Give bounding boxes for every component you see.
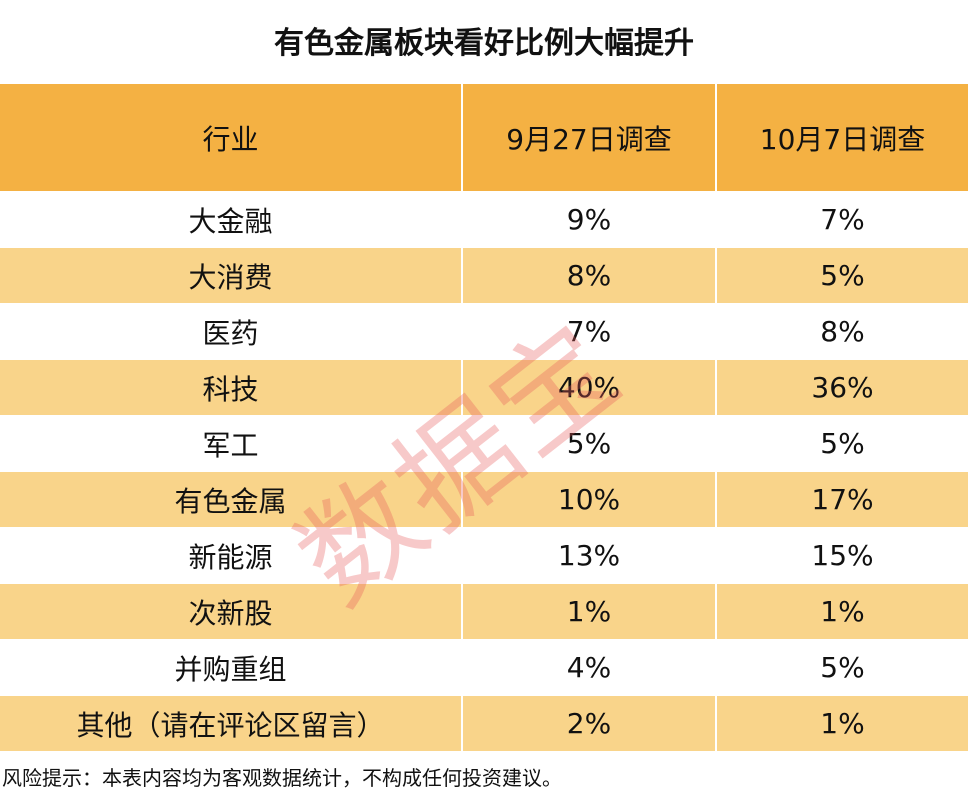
table-cell: 科技 bbox=[0, 360, 463, 415]
header-cell: 行业 bbox=[0, 84, 463, 191]
header-cell: 9月27日调查 bbox=[463, 84, 717, 191]
table-cell: 新能源 bbox=[0, 528, 463, 583]
footnote: 风险提示：本表内容均为客观数据统计，不构成任何投资建议。 bbox=[2, 766, 562, 790]
table: 行业 9月27日调查 10月7日调查 大金融 9% 7% 大消费 8% 5% 医药 7% 8% 科技 40… bbox=[0, 84, 968, 752]
table-cell: 1% bbox=[463, 584, 717, 639]
table-row: 其他（请在评论区留言） 2% 1% bbox=[0, 696, 968, 752]
table-row: 新能源 13% 15% bbox=[0, 528, 968, 584]
table-row: 医药 7% 8% bbox=[0, 304, 968, 360]
table-cell: 次新股 bbox=[0, 584, 463, 639]
table-row: 军工 5% 5% bbox=[0, 416, 968, 472]
table-row: 大消费 8% 5% bbox=[0, 248, 968, 304]
table-cell: 其他（请在评论区留言） bbox=[0, 696, 463, 751]
table-cell: 1% bbox=[820, 595, 865, 628]
table-cell: 8% bbox=[820, 315, 865, 348]
table-cell: 5% bbox=[463, 416, 717, 471]
header-cell: 10月7日调查 bbox=[759, 122, 926, 156]
table-cell: 13% bbox=[463, 528, 717, 583]
table-cell: 7% bbox=[820, 203, 865, 236]
table-cell: 4% bbox=[463, 640, 717, 695]
table-cell: 军工 bbox=[0, 416, 463, 471]
table-row: 科技 40% 36% bbox=[0, 360, 968, 416]
table-cell: 大消费 bbox=[0, 248, 463, 303]
table-cell: 5% bbox=[820, 651, 865, 684]
table-cell: 8% bbox=[463, 248, 717, 303]
table-row: 次新股 1% 1% bbox=[0, 584, 968, 640]
header-row: 行业 9月27日调查 10月7日调查 bbox=[0, 84, 968, 192]
table-cell: 36% bbox=[811, 371, 874, 404]
table-cell: 9% bbox=[463, 192, 717, 247]
table-row: 并购重组 4% 5% bbox=[0, 640, 968, 696]
title: 有色金属板块看好比例大幅提升 bbox=[274, 26, 694, 61]
table-row: 大金融 9% 7% bbox=[0, 192, 968, 248]
table-cell: 医药 bbox=[0, 304, 463, 359]
table-cell: 并购重组 bbox=[0, 640, 463, 695]
table-cell: 40% bbox=[463, 360, 717, 415]
table-cell: 1% bbox=[820, 707, 865, 740]
table-cell: 10% bbox=[463, 472, 717, 527]
table-cell: 大金融 bbox=[0, 192, 463, 247]
table-cell: 5% bbox=[820, 427, 865, 460]
table-cell: 15% bbox=[811, 539, 874, 572]
table-cell: 7% bbox=[463, 304, 717, 359]
table-cell: 有色金属 bbox=[0, 472, 463, 527]
table-row: 有色金属 10% 17% bbox=[0, 472, 968, 528]
table-cell: 17% bbox=[811, 483, 874, 516]
table-cell: 2% bbox=[463, 696, 717, 751]
table-cell: 5% bbox=[820, 259, 865, 292]
